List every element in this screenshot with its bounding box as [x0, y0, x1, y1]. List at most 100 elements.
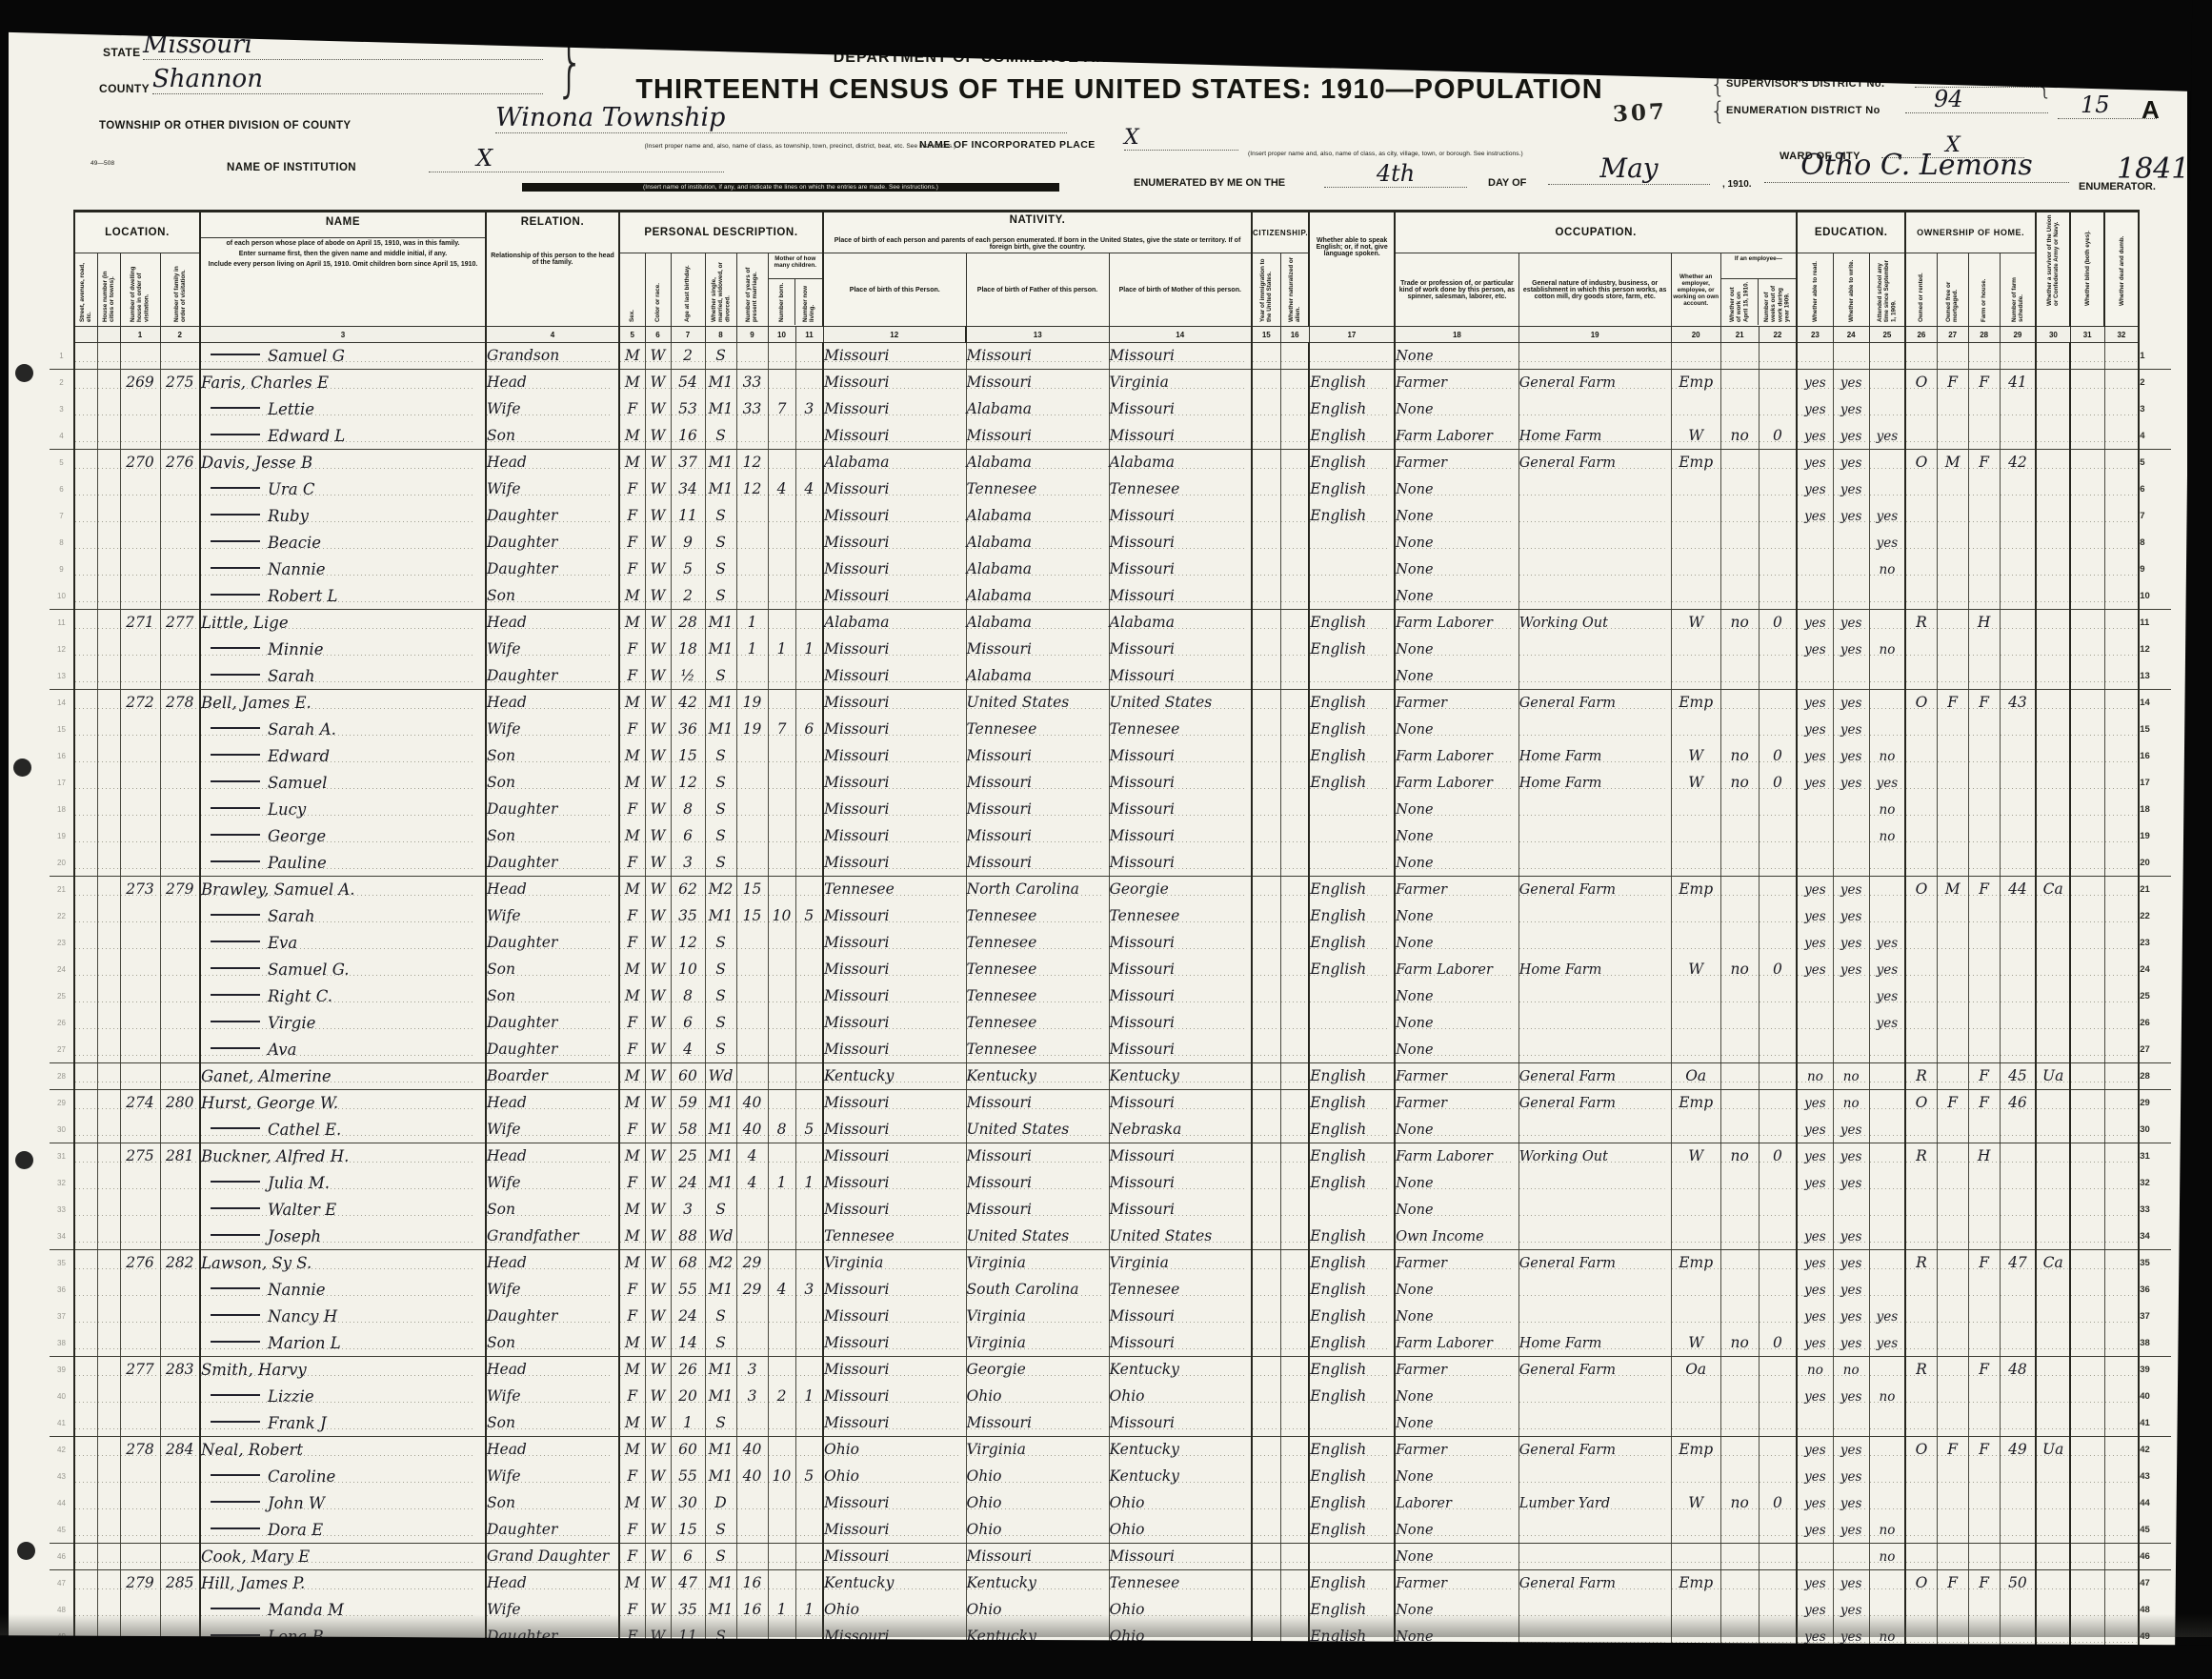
census-row: 22 Sarah Wife F W 35 M1 15 10 5 Missouri Tennesee Te… — [50, 902, 2171, 930]
cell-employer-status — [1671, 982, 1721, 1010]
color-label: Color or race. — [654, 283, 661, 322]
weeks-out-cell: Number of weeks out of work during year … — [1758, 279, 1796, 325]
census-row: 47 279 285 Hill, James P. Head M W 47 M1 16 Kentuc… — [50, 1569, 2171, 1597]
cell-relation: Son — [486, 422, 620, 450]
cell-family-number — [160, 1116, 201, 1143]
cell-can-read — [1797, 556, 1834, 583]
cell-immigration-year — [1252, 395, 1281, 423]
cell-immigration-year — [1252, 1276, 1281, 1304]
cell-color-race: W — [645, 929, 672, 957]
cell-free-mortgaged: F — [1937, 1436, 1969, 1464]
cell-deaf — [2104, 1436, 2141, 1464]
cell-children-born — [768, 369, 796, 396]
left-line-number: 46 — [50, 1543, 74, 1570]
cell-farm-schedule-number — [2000, 929, 2038, 957]
cell-owned-rented — [1905, 1169, 1938, 1197]
column-number: 30 — [2035, 326, 2071, 343]
cell-employer-status — [1671, 902, 1721, 930]
ward-label: WARD OF CITY — [1780, 151, 1860, 162]
cell-industry — [1518, 1116, 1672, 1143]
cell-trade: Farm Laborer — [1395, 769, 1519, 797]
cell-deaf — [2104, 1569, 2141, 1597]
cell-can-read: yes — [1797, 742, 1834, 770]
cell-owned-rented — [1905, 636, 1938, 663]
left-line-number: 5 — [59, 458, 64, 467]
cell-owned-rented — [1905, 1303, 1938, 1330]
cell-color-race: W — [645, 1383, 672, 1410]
farm-number-label: Number of farm schedule. — [2010, 277, 2024, 322]
left-line-number: 3 — [59, 405, 64, 414]
left-line-number: 29 — [57, 1099, 66, 1107]
cell-free-mortgaged — [1937, 422, 1969, 450]
cell-can-write: yes — [1833, 929, 1870, 957]
cell-person-name: Samuel G — [200, 342, 487, 370]
cell-dwelling-number — [120, 1489, 161, 1517]
cell-age: 42 — [671, 689, 706, 717]
cell-employer-status — [1671, 849, 1721, 877]
cell-weeks-out: 0 — [1759, 1489, 1799, 1517]
cell-family-number: 276 — [160, 449, 201, 476]
cell-industry: General Farm — [1518, 689, 1672, 717]
cell-age: 30 — [671, 1489, 706, 1517]
enumerated-month: May — [1548, 152, 1710, 185]
school-label: Attended school any time since September… — [1877, 259, 1898, 322]
cell-person-name: Eva — [200, 929, 487, 957]
cell-industry: General Farm — [1518, 1062, 1672, 1090]
cell-trade: None — [1395, 342, 1519, 370]
cell-free-mortgaged — [1937, 716, 1969, 743]
cell-dwelling-number — [120, 662, 161, 690]
census-row: 27 Ava Daughter F W 4 S Missouri Tennesee Missour… — [50, 1036, 2172, 1063]
cell-farm-schedule-number — [2000, 1409, 2038, 1437]
cell-out-of-work: no — [1720, 956, 1760, 983]
cell-war-survivor: Ua — [2036, 1062, 2072, 1090]
cell-out-of-work — [1720, 529, 1760, 556]
cell-person-name: Hurst, George W. — [200, 1089, 487, 1117]
cell-naturalized — [1280, 1596, 1311, 1624]
name-title: NAME — [325, 216, 361, 228]
cell-house-number — [97, 1383, 121, 1410]
cell-attended-school: no — [1869, 556, 1907, 583]
right-line-number: 46 — [2139, 1543, 2172, 1570]
right-line-number: 2 — [2140, 377, 2145, 388]
left-line-number: 9 — [59, 565, 64, 574]
surname-ditto-dash — [211, 834, 260, 837]
cell-farm-schedule-number: 47 — [2000, 1249, 2038, 1277]
cell-owned-rented — [1905, 1329, 1938, 1357]
cell-naturalized — [1280, 1436, 1311, 1464]
col-blind-header: Whether blind (both eyes). — [2069, 210, 2106, 327]
cell-dwelling-number — [120, 1303, 161, 1330]
cell-farm-or-house: F — [1968, 1249, 2001, 1277]
cell-blind — [2070, 556, 2105, 583]
cell-children-born — [768, 1569, 796, 1597]
cell-war-survivor — [2036, 1089, 2072, 1117]
cell-birthplace-father: Alabama — [966, 609, 1110, 637]
cell-can-write — [1833, 1196, 1870, 1224]
cell-sex: M — [619, 422, 646, 450]
cell-deaf — [2104, 822, 2141, 850]
cell-birthplace-mother: Virginia — [1109, 1249, 1253, 1277]
cell-children-born — [768, 1062, 796, 1090]
col-survivor-header: Whether a survivor of the Union or Confe… — [2035, 210, 2072, 327]
cell-person-name: Hill, James P. — [200, 1569, 487, 1597]
cell-owned-rented — [1905, 1463, 1938, 1490]
cell-color-race: W — [645, 1543, 672, 1570]
cell-street — [73, 822, 98, 850]
col-house-number: House number (in cities or towns). — [96, 253, 121, 327]
cell-owned-rented — [1905, 1409, 1938, 1437]
cell-person-name: Lettie — [200, 395, 487, 423]
surname-ditto-dash — [211, 540, 260, 543]
cell-blind — [2070, 822, 2105, 850]
cell-birthplace-father: Missouri — [966, 822, 1110, 850]
cell-family-number — [160, 716, 201, 743]
cell-birthplace-father: Missouri — [966, 796, 1110, 823]
cell-birthplace-father: Missouri — [966, 1089, 1110, 1117]
cell-farm-or-house — [1968, 902, 2001, 930]
cell-children-born — [768, 1303, 796, 1330]
surname-ditto-dash — [211, 1474, 260, 1477]
census-row: 20 Pauline Daughter F W 3 S Missouri Missouri Mis… — [50, 849, 2172, 877]
cell-naturalized — [1280, 1329, 1311, 1357]
cell-can-write: yes — [1833, 1249, 1870, 1277]
cell-immigration-year — [1252, 1329, 1281, 1357]
cell-attended-school — [1869, 1596, 1907, 1624]
cell-years-married: 3 — [736, 1383, 769, 1410]
